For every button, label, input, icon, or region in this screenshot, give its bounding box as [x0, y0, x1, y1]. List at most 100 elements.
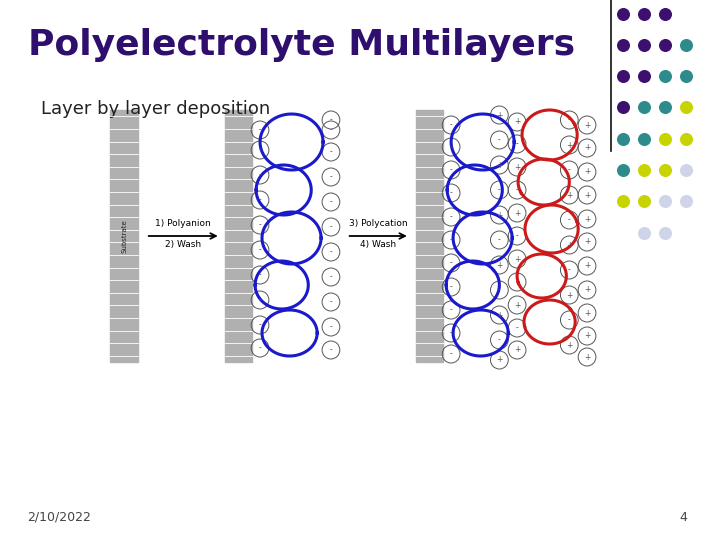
Text: -: - [498, 335, 500, 345]
Text: -: - [498, 235, 500, 245]
Text: +: + [584, 167, 590, 177]
Point [660, 166, 671, 174]
Text: +: + [496, 260, 503, 269]
Text: -: - [516, 232, 518, 240]
Text: -: - [450, 143, 452, 152]
Point [660, 134, 671, 143]
Point [617, 134, 629, 143]
Text: -: - [330, 346, 333, 354]
Text: -: - [258, 220, 261, 230]
Point [638, 9, 649, 18]
Point [660, 228, 671, 237]
Point [638, 40, 649, 49]
Text: -: - [568, 116, 571, 125]
Text: -: - [450, 349, 452, 359]
Text: +: + [514, 254, 521, 264]
Text: -: - [450, 306, 452, 314]
Text: -: - [450, 328, 452, 338]
Point [680, 197, 692, 206]
Text: -: - [516, 323, 518, 333]
Text: -: - [330, 322, 333, 332]
Text: -: - [258, 271, 261, 280]
Point [660, 103, 671, 112]
Text: 4) Wash: 4) Wash [360, 240, 396, 249]
Text: 3) Polycation: 3) Polycation [349, 219, 408, 228]
Text: -: - [330, 125, 333, 134]
Text: 2/10/2022: 2/10/2022 [27, 511, 91, 524]
Text: +: + [584, 332, 590, 341]
Text: -: - [258, 171, 261, 179]
Point [617, 103, 629, 112]
Text: +: + [496, 160, 503, 170]
Text: 1) Polyanion: 1) Polyanion [156, 219, 211, 228]
Text: -: - [330, 298, 333, 307]
Point [680, 166, 692, 174]
Text: -: - [258, 195, 261, 205]
Text: +: + [584, 261, 590, 271]
Text: -: - [450, 165, 452, 174]
Bar [225, 110, 252, 362]
Point [680, 72, 692, 80]
Text: +: + [514, 300, 521, 309]
Text: Substrate: Substrate [121, 219, 127, 253]
Bar [415, 110, 444, 362]
Point [617, 166, 629, 174]
Text: -: - [568, 266, 571, 274]
Text: -: - [258, 125, 261, 134]
Text: -: - [258, 321, 261, 329]
Text: -: - [330, 247, 333, 256]
Text: +: + [514, 163, 521, 172]
Point [660, 9, 671, 18]
Text: -: - [330, 116, 333, 125]
Text: -: - [498, 286, 500, 294]
Point [638, 228, 649, 237]
Text: -: - [330, 273, 333, 281]
Text: -: - [450, 120, 452, 130]
Text: +: + [496, 211, 503, 219]
Text: -: - [450, 235, 452, 245]
Text: -: - [258, 145, 261, 154]
Text: -: - [568, 165, 571, 174]
Text: +: + [566, 341, 572, 349]
Text: +: + [584, 191, 590, 199]
Text: 2) Wash: 2) Wash [165, 240, 202, 249]
Text: -: - [330, 198, 333, 206]
Text: -: - [258, 295, 261, 305]
Point [638, 103, 649, 112]
Point [617, 40, 629, 49]
Text: +: + [496, 355, 503, 364]
Point [638, 72, 649, 80]
Text: +: + [584, 308, 590, 318]
Text: -: - [516, 186, 518, 194]
Text: -: - [516, 278, 518, 287]
Text: +: + [584, 286, 590, 294]
Point [638, 134, 649, 143]
Text: +: + [514, 208, 521, 218]
Text: -: - [516, 139, 518, 148]
Text: +: + [496, 310, 503, 320]
Text: -: - [450, 259, 452, 267]
Point [660, 197, 671, 206]
Text: +: + [584, 353, 590, 361]
Text: -: - [568, 315, 571, 325]
Text: -: - [330, 147, 333, 157]
Text: +: + [566, 240, 572, 249]
Text: +: + [514, 118, 521, 126]
Text: +: + [584, 144, 590, 152]
Text: 4: 4 [680, 511, 688, 524]
Text: +: + [566, 191, 572, 199]
Text: -: - [498, 136, 500, 145]
Point [660, 72, 671, 80]
Text: -: - [450, 282, 452, 292]
Point [638, 166, 649, 174]
Text: -: - [330, 222, 333, 232]
Text: -: - [330, 172, 333, 181]
Text: -: - [498, 186, 500, 194]
Text: -: - [568, 215, 571, 225]
Text: -: - [450, 213, 452, 221]
Point [617, 72, 629, 80]
Bar [110, 110, 138, 362]
Point [617, 197, 629, 206]
Text: +: + [566, 140, 572, 150]
Text: +: + [584, 214, 590, 224]
